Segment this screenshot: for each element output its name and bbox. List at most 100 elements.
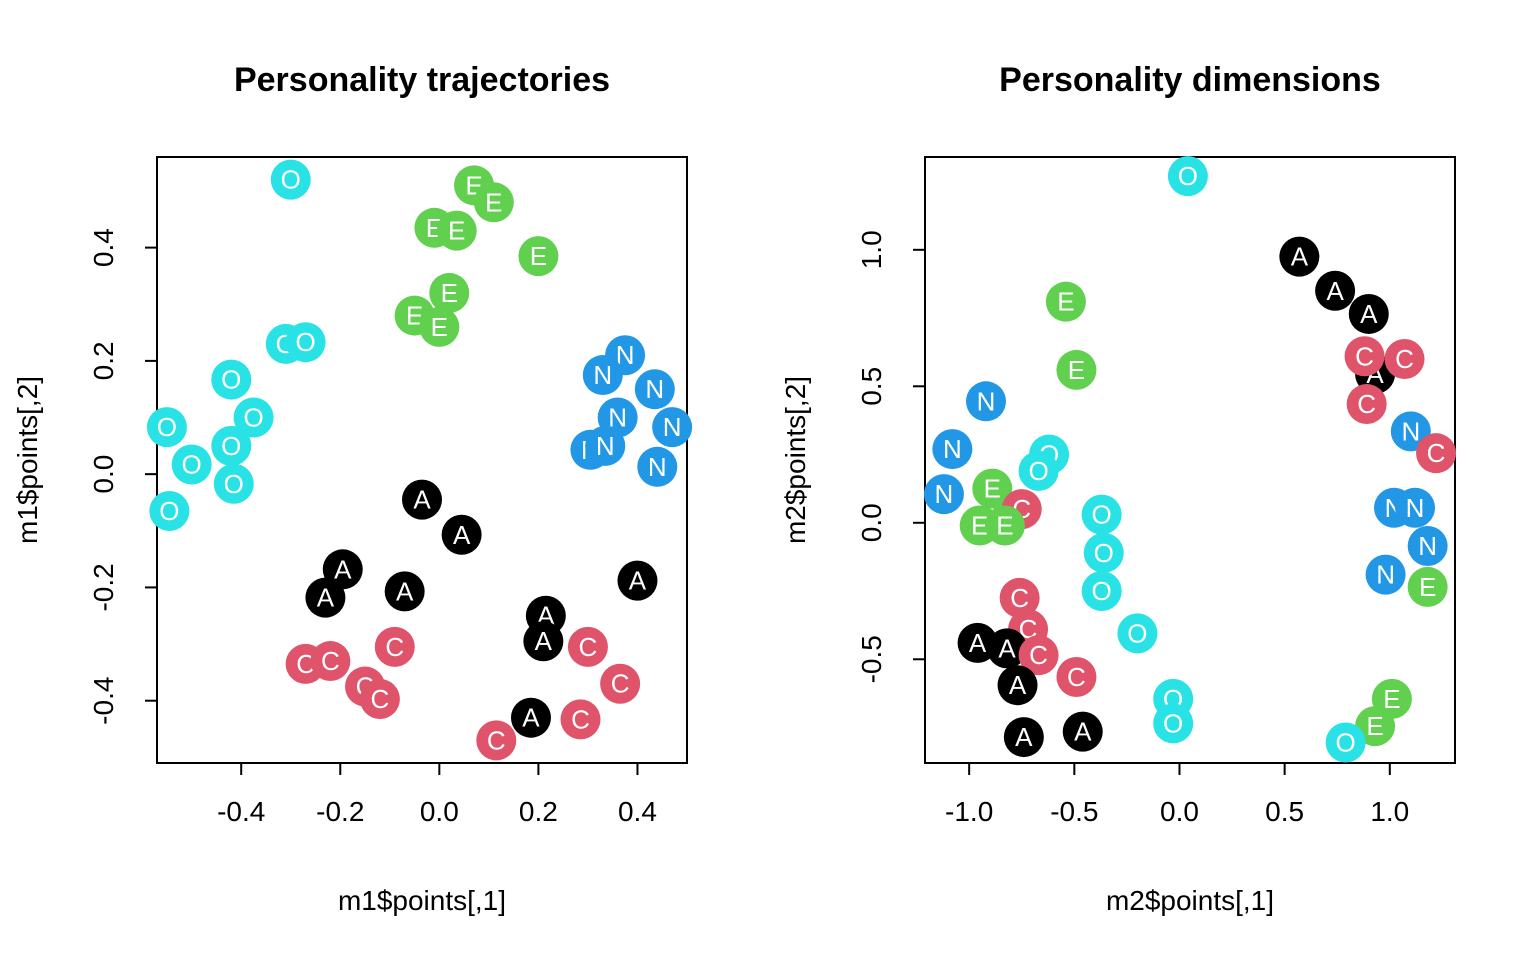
data-point: O	[171, 444, 212, 485]
data-point: A	[1003, 717, 1044, 758]
point-marker	[429, 272, 470, 313]
point-label: N	[663, 412, 682, 442]
point-label: N	[935, 479, 954, 509]
data-point: N	[1365, 554, 1406, 595]
point-label: N	[616, 340, 635, 370]
data-point: O	[1117, 613, 1158, 654]
data-point: C	[1384, 339, 1425, 379]
axis-ticks: -0.4 -0.2 0.0 0.2 0.4 -0.4 -0.2 0.0 0.2 0.4	[88, 228, 657, 827]
point-label: A	[413, 485, 431, 515]
point-label: E	[1068, 355, 1085, 385]
point-label: C	[296, 649, 315, 679]
data-point: N	[582, 355, 623, 396]
data-point: C	[567, 626, 608, 667]
y-tick-label: 0.2	[88, 341, 119, 380]
data-point: E	[419, 306, 460, 347]
data-point: O	[285, 322, 326, 363]
point-marker	[441, 514, 482, 555]
point-label: O	[221, 431, 241, 461]
data-point: E	[1056, 349, 1097, 390]
point-label: E	[485, 187, 502, 217]
data-point: O	[1083, 532, 1124, 573]
x-axis-label: m1$points[,1]	[338, 885, 506, 916]
data-point: N	[923, 474, 964, 515]
point-label: C	[1010, 583, 1029, 613]
y-tick-label: 1.0	[856, 230, 887, 269]
point-label: E	[1383, 684, 1400, 714]
data-point: A	[1348, 293, 1389, 334]
data-point: O	[1081, 571, 1122, 612]
data-point: A	[1279, 236, 1320, 277]
data-point: O	[211, 359, 252, 400]
point-label: A	[1360, 299, 1378, 329]
point-label: O	[1336, 728, 1356, 758]
data-point: A	[987, 628, 1028, 669]
point-label: A	[522, 703, 540, 733]
data-point: E	[984, 505, 1025, 546]
data-point: C	[374, 626, 415, 667]
data-point: E	[972, 468, 1013, 509]
x-tick-label: 0.2	[519, 796, 558, 827]
y-tick-label: 0.0	[88, 455, 119, 494]
data-point: N	[585, 425, 626, 466]
point-marker	[637, 446, 678, 487]
data-point: E	[518, 236, 559, 277]
point-label: A	[1291, 242, 1309, 272]
point-label: E	[530, 241, 547, 271]
point-label: E	[1419, 572, 1436, 602]
point-label: A	[1074, 717, 1092, 747]
point-marker	[1062, 711, 1103, 752]
data-point: C	[1056, 657, 1097, 698]
point-label: N	[1406, 493, 1425, 523]
point-label: C	[1395, 344, 1414, 374]
point-marker	[510, 697, 551, 738]
point-label: O	[157, 412, 177, 442]
point-marker	[1018, 450, 1059, 491]
point-label: O	[182, 450, 202, 480]
point-marker	[1167, 156, 1208, 197]
data-point: C	[600, 663, 641, 704]
x-axis-label: m2$points[,1]	[1106, 885, 1274, 916]
point-label: E	[441, 278, 458, 308]
point-label: C	[1067, 662, 1086, 692]
point-label: C	[385, 632, 404, 662]
point-marker	[1346, 384, 1387, 425]
point-label: C	[1357, 389, 1376, 419]
x-tick-label: 0.4	[618, 796, 657, 827]
point-marker	[473, 182, 514, 223]
point-label: E	[984, 474, 1001, 504]
point-marker	[972, 468, 1013, 509]
point-label: C	[487, 725, 506, 755]
data-point: O	[1081, 494, 1122, 535]
point-marker	[1407, 525, 1448, 566]
data-point: A	[997, 665, 1038, 706]
point-marker	[600, 663, 641, 704]
data-point: A	[1062, 711, 1103, 752]
point-marker	[419, 306, 460, 347]
point-marker	[305, 577, 346, 618]
data-point: N	[634, 369, 675, 410]
point-marker	[999, 577, 1040, 618]
point-label: N	[1401, 416, 1420, 446]
data-points: OAAAEEACCCNNCNOONECEEONNNONEOCOCAACCAOEO…	[923, 156, 1457, 763]
point-label: O	[1127, 618, 1147, 648]
point-marker	[1117, 613, 1158, 654]
point-label: O	[1028, 456, 1048, 486]
point-label: C	[321, 646, 340, 676]
y-tick-label: 0.4	[88, 228, 119, 267]
point-marker	[523, 621, 564, 662]
point-marker	[1003, 717, 1044, 758]
point-marker	[1081, 494, 1122, 535]
point-marker	[285, 322, 326, 363]
point-label: O	[159, 496, 179, 526]
point-marker	[634, 369, 675, 410]
point-label: N	[648, 452, 667, 482]
data-point: C	[476, 720, 517, 761]
point-marker	[211, 359, 252, 400]
data-point: O	[1153, 703, 1194, 744]
point-marker	[1056, 657, 1097, 698]
scatter-panel-trajectories: Personality trajectories m1$points[,1] m…	[12, 61, 693, 916]
data-point: C	[560, 699, 601, 740]
point-marker	[923, 474, 964, 515]
data-point: O	[213, 463, 254, 504]
